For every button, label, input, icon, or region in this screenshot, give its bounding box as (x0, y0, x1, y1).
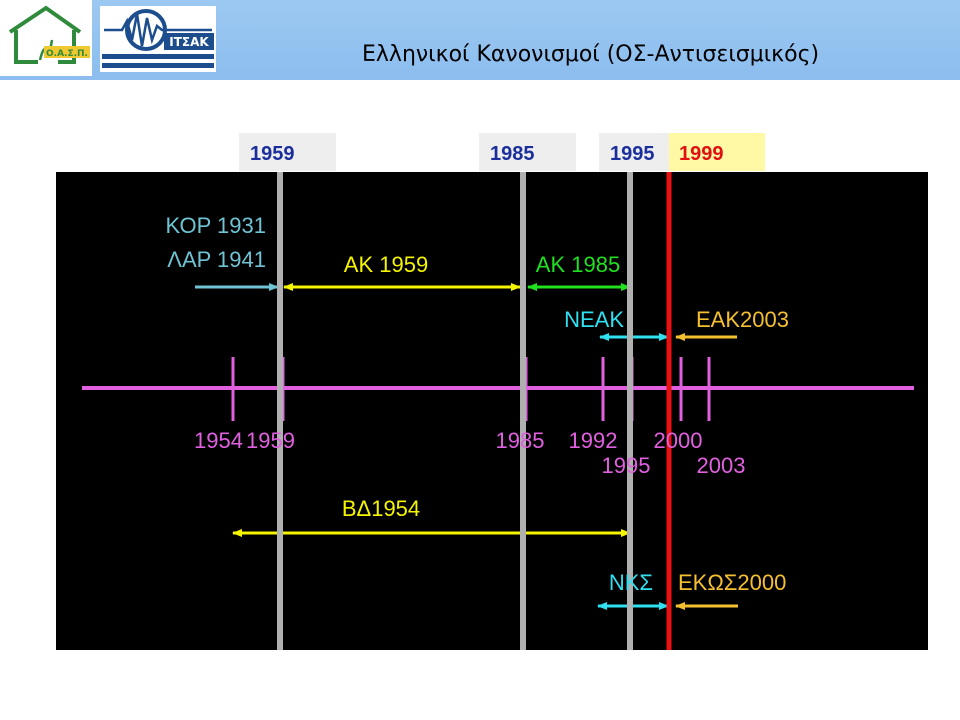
diagram-background (56, 172, 928, 650)
label-kor: ΚΟΡ 1931 (166, 213, 266, 238)
label-nks: ΝΚΣ (609, 570, 653, 595)
year-box-label: 1985 (490, 143, 535, 165)
label-neak: ΝΕΑΚ (564, 307, 624, 332)
slide-header: Ο.Α.Σ.Π. ΙΤΣΑΚ Ελληνικοί Κανονισμοί (ΟΣ-… (0, 0, 960, 80)
house-icon: Ο.Α.Σ.Π. (8, 5, 90, 64)
label-lar: ΛΑΡ 1941 (167, 247, 266, 272)
label-ekos2000: ΕΚΩΣ2000 (678, 570, 786, 595)
itsak-logo: ΙΤΣΑΚ (100, 6, 216, 72)
page-title: Ελληνικοί Κανονισμοί (ΟΣ-Αντισεισμικός) (362, 42, 820, 67)
label-ak1985: ΑΚ 1985 (536, 252, 620, 277)
year-label-2003: 2003 (697, 453, 746, 478)
itsak-logo-text: ΙΤΣΑΚ (169, 35, 209, 49)
year-box-1959: 1959 (239, 133, 336, 171)
year-box-label: 1959 (250, 143, 295, 165)
label-vd1954: ΒΔ1954 (342, 496, 420, 521)
year-label-1995: 1995 (602, 453, 651, 478)
year-label-1954: 1954 (194, 428, 243, 453)
year-box-label: 1999 (679, 143, 724, 165)
seismograph-icon: ΙΤΣΑΚ (102, 9, 214, 68)
year-label-2000: 2000 (654, 428, 703, 453)
year-box-label: 1995 (610, 143, 655, 165)
oasp-logo-text: Ο.Α.Σ.Π. (46, 49, 88, 59)
label-eak2003: ΕΑΚ2003 (696, 307, 789, 332)
label-ak1959: ΑΚ 1959 (344, 252, 428, 277)
year-label-1992: 1992 (569, 428, 618, 453)
year-box-1995: 1995 (599, 133, 669, 171)
year-label-1959: 1959 (246, 428, 295, 453)
year-label-1985: 1985 (496, 428, 545, 453)
year-box-1999: 1999 (669, 133, 765, 171)
year-box-1985: 1985 (479, 133, 576, 171)
oasp-logo: Ο.Α.Σ.Π. (0, 0, 92, 76)
